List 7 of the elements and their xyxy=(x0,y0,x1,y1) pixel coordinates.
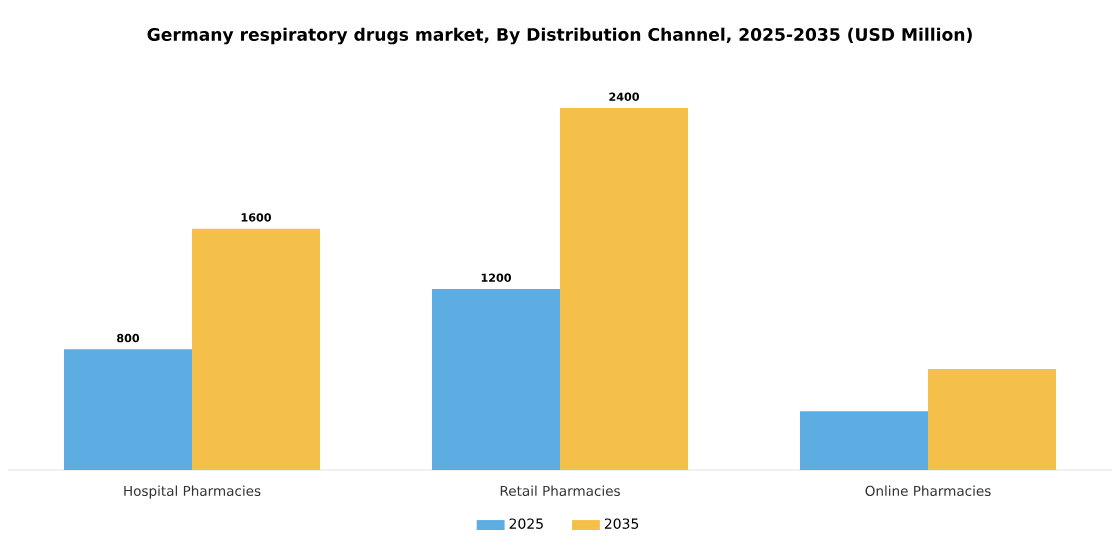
bar xyxy=(64,349,193,470)
bar xyxy=(432,289,561,470)
bar xyxy=(192,228,321,470)
bar xyxy=(928,368,1057,470)
bar xyxy=(800,411,929,470)
chart-title: Germany respiratory drugs market, By Distribution Channel, 2025-2035 (USD Million) xyxy=(147,27,972,45)
bar xyxy=(560,108,689,470)
